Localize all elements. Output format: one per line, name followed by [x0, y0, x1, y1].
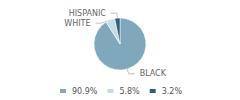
- svg-text:HISPANIC: HISPANIC: [69, 9, 107, 18]
- svg-text:BLACK: BLACK: [140, 69, 167, 78]
- svg-text:5.8%: 5.8%: [119, 87, 140, 96]
- svg-text:3.2%: 3.2%: [162, 87, 183, 96]
- svg-text:WHITE: WHITE: [64, 19, 90, 28]
- svg-text:90.9%: 90.9%: [72, 87, 98, 96]
